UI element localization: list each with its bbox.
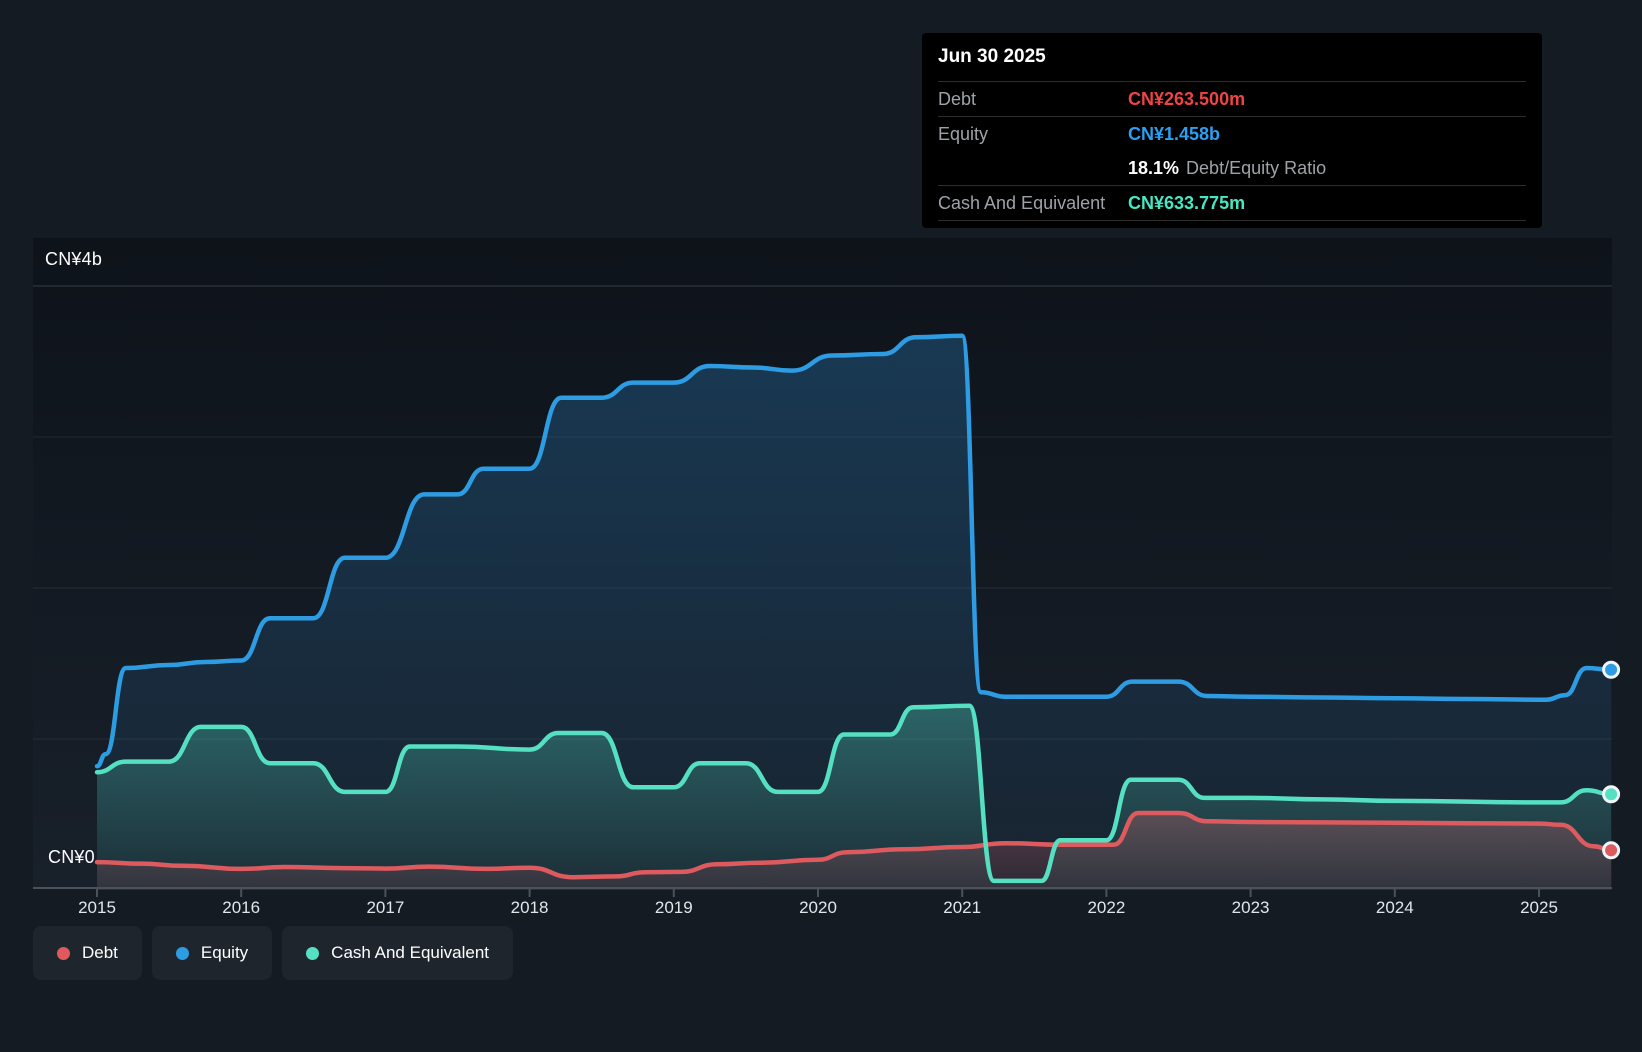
debt-legend-dot-icon	[57, 946, 70, 960]
tooltip-debt-label: Debt	[938, 88, 977, 109]
legend-item-debt[interactable]: Debt	[33, 926, 142, 980]
y-axis-label-4b: CN¥4b	[45, 249, 103, 269]
tooltip-ratio-label: Debt/Equity Ratio	[1186, 157, 1327, 178]
debt-line	[94, 810, 1614, 880]
tooltip-equity-label: Equity	[938, 123, 989, 144]
tooltip-cash-value: CN¥633.775m	[1128, 192, 1246, 213]
equity-legend-dot-icon	[175, 946, 189, 960]
legend-item-cash[interactable]: Cash And Equivalent	[282, 926, 514, 980]
cash-legend-dot-icon	[306, 946, 320, 960]
tooltip-date: Jun 30 2025	[938, 33, 1526, 82]
equity-end-marker	[1602, 660, 1621, 679]
tooltip-cash-label: Cash And Equivalent	[938, 192, 1106, 213]
legend-debt-label: Debt	[82, 943, 118, 962]
legend: Debt Equity Cash And Equivalent	[33, 926, 523, 980]
cash-line	[94, 703, 1614, 884]
legend-equity-label: Equity	[200, 943, 249, 962]
legend-item-equity[interactable]: Equity	[151, 926, 273, 980]
tooltip: Jun 30 2025 Debt CN¥263.500m Equity CN¥1…	[922, 33, 1542, 228]
tooltip-cash-row: Cash And Equivalent CN¥633.775m	[938, 186, 1526, 221]
debt-end-marker	[1602, 841, 1621, 860]
tooltip-ratio-row: 18.1% Debt/Equity Ratio	[938, 151, 1526, 186]
legend-cash-label: Cash And Equivalent	[331, 943, 490, 962]
tooltip-debt-row: Debt CN¥263.500m	[938, 82, 1526, 117]
tooltip-debt-value: CN¥263.500m	[1128, 88, 1246, 109]
y-axis-label-0: CN¥0	[48, 847, 95, 867]
tooltip-equity-row: Equity CN¥1.458b	[938, 117, 1526, 151]
cash-end-marker	[1602, 785, 1621, 804]
tooltip-ratio-value: 18.1%	[1128, 157, 1180, 178]
equity-line	[94, 333, 1614, 769]
tooltip-equity-value: CN¥1.458b	[1128, 123, 1221, 144]
